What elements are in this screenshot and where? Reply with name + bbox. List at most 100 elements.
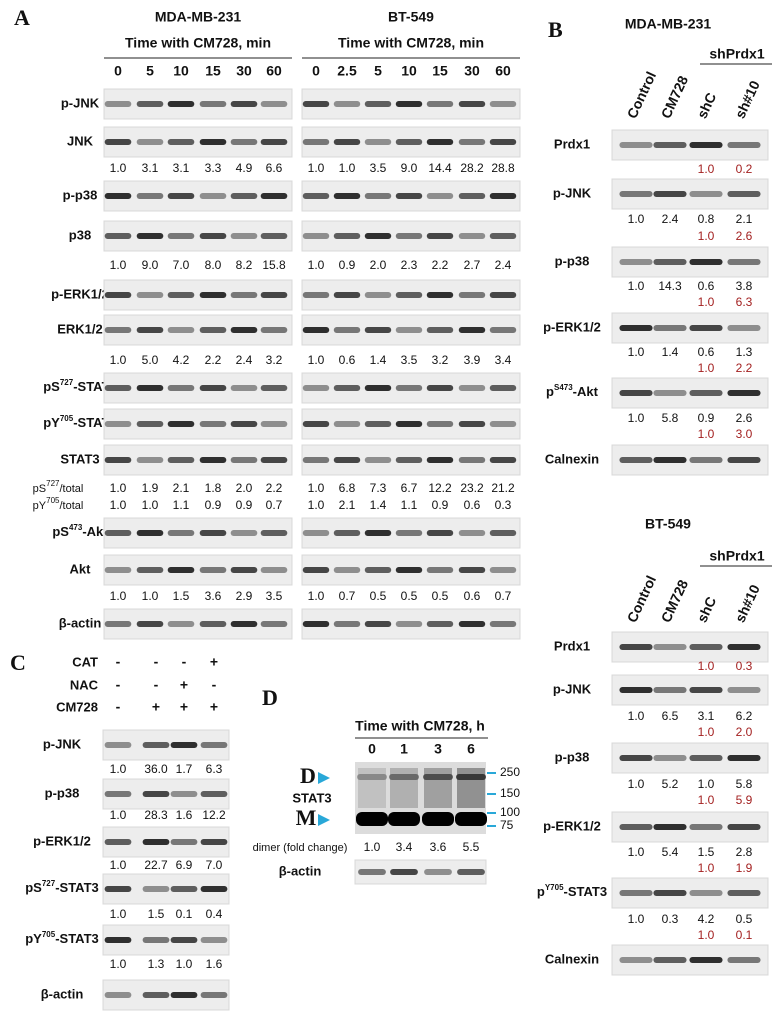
blot-band [302, 530, 330, 536]
quant-value: 2.0 [736, 725, 753, 739]
blot-band [364, 193, 392, 199]
row-label: pS473-Akt [546, 383, 599, 399]
blot-band [395, 621, 423, 627]
blot-band [395, 530, 423, 536]
blot-band [395, 193, 423, 199]
blot-band [458, 292, 486, 298]
blot-band [619, 755, 653, 761]
quant-value: 2.1 [339, 498, 356, 512]
blot-band [167, 101, 195, 107]
blot-band [653, 755, 687, 761]
quant-value: 21.2 [491, 481, 515, 495]
quant-value: 2.9 [236, 589, 253, 603]
blot-band [333, 621, 361, 627]
quant-value: 1.5 [698, 845, 715, 859]
quant-value: 3.0 [736, 427, 753, 441]
label-part: pS [33, 483, 46, 495]
label-superscript: 705 [46, 496, 60, 505]
blot-band [489, 233, 517, 239]
blot-band [199, 292, 227, 298]
block-title: BT-549 [645, 516, 691, 532]
label-superscript: 705 [42, 930, 56, 939]
marker-label: 150 [500, 786, 520, 800]
label-part: -Akt [82, 524, 108, 539]
quant-value: 1.0 [698, 861, 715, 875]
quant-value: 0.6 [464, 589, 481, 603]
blot-band [689, 890, 723, 896]
row-label: Calnexin [545, 451, 599, 466]
blot-band [104, 139, 132, 145]
quant-value: 28.3 [144, 808, 168, 822]
quant-value: 6.3 [736, 295, 753, 309]
treatment-label: NAC [70, 677, 99, 692]
quant-value: 0.8 [698, 212, 715, 226]
group-label: shPrdx1 [709, 46, 764, 62]
blot-membrane [103, 517, 293, 549]
quant-value: 3.5 [370, 161, 387, 175]
quant-value: 3.6 [430, 840, 447, 854]
quant-value: 1.0 [698, 928, 715, 942]
blot-band [727, 457, 761, 463]
blot-band [136, 621, 164, 627]
blot-band [458, 101, 486, 107]
quant-value: 1.0 [628, 845, 645, 859]
blot-band [426, 530, 454, 536]
marker-label: 75 [500, 818, 514, 832]
group-subtitle: Time with CM728, min [125, 35, 271, 51]
quant-value: 1.0 [110, 353, 127, 367]
dimer-label: D [300, 763, 316, 788]
quant-value: 0.6 [698, 279, 715, 293]
blot-band [357, 774, 387, 780]
blot-band [727, 824, 761, 830]
panel-title: Time with CM728, h [355, 718, 485, 734]
blot-band [104, 530, 132, 536]
quant-value: 0.3 [495, 498, 512, 512]
quant-value: 3.9 [464, 353, 481, 367]
loading-label: β-actin [279, 863, 322, 878]
blot-band [302, 457, 330, 463]
quant-value: 0.9 [236, 498, 253, 512]
blot-band [333, 193, 361, 199]
blot-membrane [103, 372, 293, 404]
blot-band [457, 869, 485, 875]
quant-value: 9.0 [142, 258, 159, 272]
blot-band [170, 742, 198, 748]
quant-value: 1.0 [628, 777, 645, 791]
quant-value: 1.4 [370, 353, 387, 367]
label-superscript: 705 [60, 414, 74, 423]
treatment-sign: - [116, 699, 121, 715]
blot-band [302, 233, 330, 239]
quant-value: 36.0 [144, 762, 168, 776]
quant-value: 1.3 [148, 957, 165, 971]
blot-band [619, 687, 653, 693]
lane-label: 10 [401, 63, 417, 79]
row-label: p-ERK1/2 [51, 286, 109, 301]
blot-band [142, 992, 170, 998]
quant-value: 3.1 [173, 161, 190, 175]
quant-value: 12.2 [428, 481, 452, 495]
quant-value: 1.0 [698, 725, 715, 739]
blot-band [104, 101, 132, 107]
blot-band [364, 621, 392, 627]
lane-label: 10 [173, 63, 189, 79]
blot-band [422, 812, 454, 826]
label-part: /total [59, 483, 83, 495]
quant-value: 1.0 [110, 589, 127, 603]
quant-value: 3.5 [266, 589, 283, 603]
quant-value: 9.0 [401, 161, 418, 175]
protein-label: STAT3 [292, 790, 331, 805]
blot-band [104, 937, 132, 943]
quant-value: 1.0 [698, 659, 715, 673]
quant-value: 6.7 [401, 481, 418, 495]
monomer-arrow [318, 814, 330, 826]
quant-value: 3.8 [736, 279, 753, 293]
blot-band [199, 193, 227, 199]
blot-band [364, 139, 392, 145]
blot-band [619, 957, 653, 963]
quant-value: 0.7 [339, 589, 356, 603]
blot-band [619, 259, 653, 265]
blot-band [364, 567, 392, 573]
label-part: pS [52, 524, 69, 539]
quant-value: 0.9 [698, 411, 715, 425]
panel-letter: D [262, 685, 278, 710]
